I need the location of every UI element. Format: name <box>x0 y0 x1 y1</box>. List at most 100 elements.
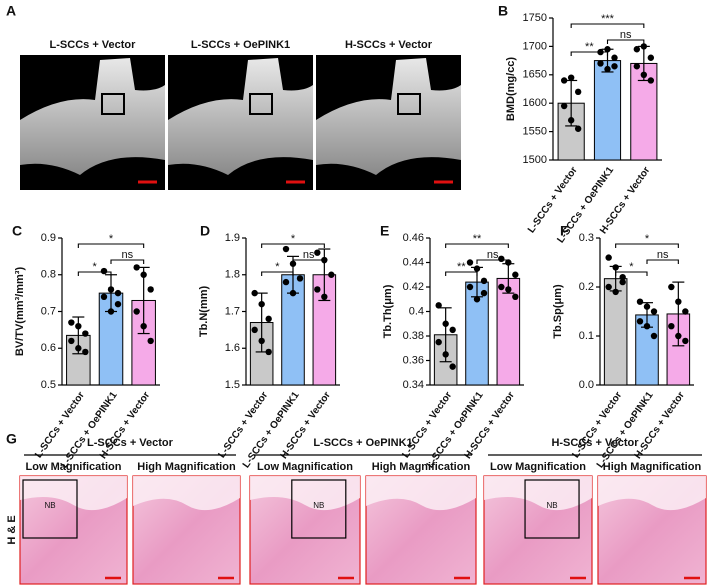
significance-label: ns <box>620 29 632 41</box>
y-tick-label: 0.8 <box>41 269 56 281</box>
tissue-detail <box>366 476 476 511</box>
bar <box>593 60 622 161</box>
x-tick-label: L-SCCs + OePINK1 <box>59 390 120 471</box>
data-point <box>647 54 655 61</box>
data-point <box>68 319 75 326</box>
data-point <box>480 289 488 297</box>
y-axis-label: Tb.Sp(μm) <box>552 284 564 339</box>
panel-letter: B <box>498 3 508 19</box>
significance-label: ** <box>585 41 594 53</box>
roi-box <box>101 93 125 115</box>
data-point <box>82 330 89 337</box>
y-axis-label: Tb.Th(μm) <box>382 284 394 338</box>
data-point <box>75 345 82 352</box>
significance-bracket <box>606 39 645 44</box>
data-point <box>560 102 568 110</box>
significance-label: ** <box>457 261 466 273</box>
y-tick-label: 1.6 <box>225 342 240 354</box>
data-point <box>258 337 265 345</box>
significance-label: ** <box>473 233 482 245</box>
data-point <box>473 296 481 303</box>
y-tick-label: 0.1 <box>579 330 594 342</box>
data-point <box>314 286 321 293</box>
y-tick-label: 1.7 <box>225 305 240 317</box>
significance-bracket <box>646 259 679 264</box>
data-point <box>574 88 582 96</box>
y-tick-label: 1750 <box>523 12 547 24</box>
significance-bracket <box>570 23 645 28</box>
y-tick-label: 0.38 <box>403 330 424 342</box>
image-title: High Magnification <box>603 461 702 473</box>
image-title: High Magnification <box>137 461 236 473</box>
significance-bracket <box>77 271 112 276</box>
data-point <box>449 363 456 370</box>
data-point <box>265 315 272 323</box>
y-tick-label: 1.9 <box>225 232 240 244</box>
roi-label: NB <box>44 501 55 510</box>
significance-bracket <box>292 259 325 264</box>
y-tick-label: 0.34 <box>403 379 424 391</box>
data-point <box>435 302 442 309</box>
data-point <box>647 77 655 84</box>
data-point <box>147 337 154 345</box>
y-tick-label: 1.8 <box>225 269 240 281</box>
tissue-detail <box>20 476 127 511</box>
significance-label: * <box>629 261 634 273</box>
data-point <box>668 323 675 330</box>
ct-bone <box>316 58 461 175</box>
panel-letter: F <box>560 223 569 239</box>
x-tick-label: L-SCCs + OePINK1 <box>595 390 656 471</box>
image-title: L-SCCs + Vector <box>50 39 137 51</box>
significance-label: ns <box>487 249 499 261</box>
data-point <box>650 332 658 340</box>
image-title: H-SCCs + Vector <box>345 39 433 51</box>
data-point <box>567 74 575 81</box>
y-tick-label: 0.44 <box>403 256 424 268</box>
data-point <box>643 323 651 330</box>
data-point <box>258 300 265 308</box>
image-title: Low Magnification <box>257 461 353 473</box>
significance-bracket <box>77 243 145 248</box>
data-point <box>466 283 474 291</box>
data-point <box>107 286 115 293</box>
data-point <box>449 326 456 334</box>
y-tick-label: 0.42 <box>403 281 424 293</box>
y-axis-label: BMD(mg/cc) <box>505 57 517 122</box>
data-point <box>82 348 89 356</box>
y-tick-label: 1600 <box>523 97 547 109</box>
roi-box <box>249 93 273 115</box>
panel-letter: G <box>6 431 17 447</box>
data-point <box>147 286 154 293</box>
ct-bone <box>20 58 165 175</box>
tissue-detail <box>250 476 360 511</box>
significance-bracket <box>445 271 478 276</box>
image-title: L-SCCs + OePINK1 <box>191 39 290 51</box>
data-point <box>567 117 575 124</box>
data-point <box>611 54 618 61</box>
data-point <box>133 264 140 271</box>
data-point <box>650 308 658 315</box>
significance-bracket <box>445 243 509 248</box>
y-tick-label: 0.4 <box>409 305 424 317</box>
data-point <box>682 308 689 315</box>
data-point <box>114 300 122 308</box>
group-title: L-SCCs + OePINK1 <box>313 437 412 449</box>
data-point <box>605 283 612 291</box>
significance-bracket <box>261 271 294 276</box>
significance-bracket <box>615 243 679 248</box>
image-title: Low Magnification <box>490 461 586 473</box>
data-point <box>133 308 140 315</box>
data-point <box>611 63 618 70</box>
data-point <box>140 323 147 330</box>
data-point <box>251 289 258 297</box>
panel-letter: D <box>200 223 210 239</box>
significance-label: *** <box>601 13 615 25</box>
significance-label: ns <box>303 249 315 261</box>
data-point <box>75 323 82 330</box>
significance-bracket <box>476 259 509 264</box>
roi-label: NB <box>546 501 557 510</box>
panel-letter: A <box>6 3 16 19</box>
y-tick-label: 0.6 <box>41 342 56 354</box>
y-tick-label: 0.36 <box>403 354 424 366</box>
